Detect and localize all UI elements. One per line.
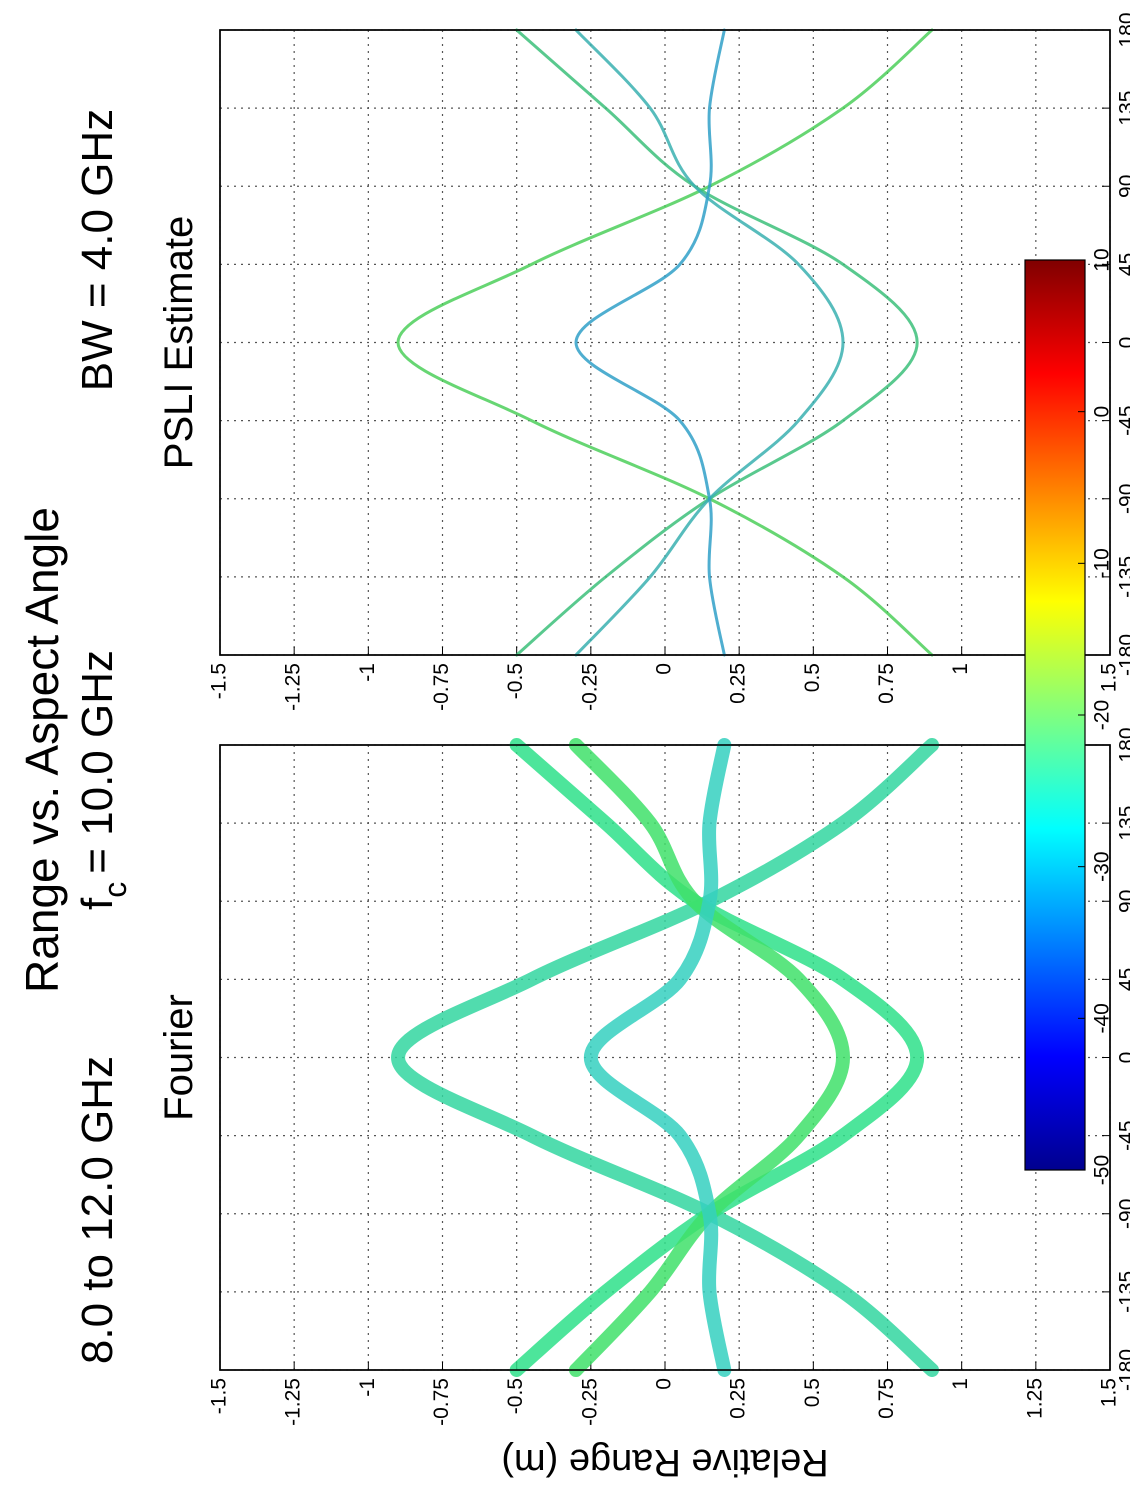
- y-tick-label: 1: [949, 663, 972, 675]
- colorbar-tick-label: 0: [1091, 406, 1114, 418]
- y-tick-label: -0.25: [578, 1378, 601, 1426]
- x-tick-label: -90: [1116, 484, 1130, 514]
- x-tick-label: -180: [1116, 634, 1130, 676]
- x-tick-label: 180: [1116, 12, 1130, 47]
- fc-sub: c: [97, 882, 133, 898]
- y-tick-label: 0.5: [801, 663, 824, 692]
- x-tick-label: 135: [1116, 806, 1130, 841]
- x-tick-label: 45: [1116, 253, 1130, 276]
- y-tick-label: -0.5: [504, 663, 527, 699]
- x-tick-label: 180: [1116, 727, 1130, 762]
- colorbar-tick-label: -50: [1091, 1155, 1114, 1185]
- range-track: [396, 28, 934, 657]
- range-track: [515, 28, 919, 657]
- x-tick-label: -135: [1116, 556, 1130, 598]
- y-tick-label: 0.25: [727, 663, 750, 704]
- y-tick-label: 0.25: [727, 1378, 750, 1419]
- range-track: [569, 738, 851, 1377]
- y-tick-label: 1.5: [1098, 663, 1121, 692]
- center-frequency: fc = 10.0 GHz: [73, 650, 133, 910]
- y-tick-label: 1: [949, 1378, 972, 1390]
- fc-rest: = 10.0 GHz: [73, 650, 122, 874]
- x-tick-label: -135: [1116, 1271, 1130, 1313]
- y-tick-label: -0.25: [578, 663, 601, 711]
- y-tick-label: -1.5: [208, 1378, 231, 1414]
- x-tick-label: 45: [1116, 968, 1130, 991]
- y-tick-label: -1.25: [282, 663, 305, 711]
- x-tick-label: -90: [1116, 1199, 1130, 1229]
- bandwidth-label: BW = 4.0 GHz: [73, 109, 122, 391]
- range-track: [574, 28, 726, 657]
- x-tick-label: 0: [1116, 337, 1130, 349]
- colorbar: [1024, 259, 1086, 1171]
- y-tick-label: -0.5: [504, 1378, 527, 1414]
- y-tick-label: 0: [653, 1378, 676, 1390]
- fc-main: f: [73, 897, 122, 910]
- band-label: 8.0 to 12.0 GHz: [73, 1056, 122, 1364]
- range-track: [583, 738, 732, 1377]
- panel-title: Fourier: [157, 994, 201, 1121]
- x-tick-label: 90: [1116, 890, 1130, 913]
- x-tick-label: 90: [1116, 175, 1130, 198]
- x-tick-label: 0: [1116, 1052, 1130, 1064]
- y-tick-label: 0.75: [875, 1378, 898, 1419]
- range-track: [390, 738, 939, 1377]
- y-tick-label: -1.25: [282, 1378, 305, 1426]
- y-tick-label: -0.75: [430, 663, 453, 711]
- y-tick-label: -1: [356, 1378, 379, 1397]
- x-tick-label: -180: [1116, 1349, 1130, 1391]
- rotated-figure: Range vs. Aspect Angle 8.0 to 12.0 GHz f…: [16, 12, 1130, 1482]
- figure-title: Range vs. Aspect Angle: [16, 507, 68, 993]
- plot-border: [219, 29, 1111, 656]
- colorbar-tick-label: -20: [1091, 700, 1114, 730]
- y-tick-label: -1.5: [208, 663, 231, 699]
- plot-border: [219, 744, 1111, 1371]
- y-tick-label: 1.5: [1098, 1378, 1121, 1407]
- x-tick-label: -45: [1116, 1120, 1130, 1150]
- range-track: [574, 28, 845, 657]
- y-tick-label: -1: [356, 663, 379, 682]
- x-tick-label: -45: [1116, 405, 1130, 435]
- colorbar-tick-label: -40: [1091, 1003, 1114, 1033]
- colorbar-tick-label: -30: [1091, 851, 1114, 881]
- colorbar-tick-label: 10: [1091, 248, 1114, 271]
- y-tick-label: 1.25: [1023, 1378, 1046, 1419]
- y-tick-label: 0.75: [875, 663, 898, 704]
- x-tick-label: 135: [1116, 91, 1130, 126]
- range-track: [509, 738, 925, 1377]
- y-tick-label: 0: [653, 663, 676, 675]
- y-axis-label: Relative Range (m): [501, 1441, 828, 1483]
- y-tick-label: 0.5: [801, 1378, 824, 1407]
- panel-title: PSLI Estimate: [157, 216, 201, 469]
- colorbar-tick-label: -10: [1091, 548, 1114, 578]
- y-tick-label: -0.75: [430, 1378, 453, 1426]
